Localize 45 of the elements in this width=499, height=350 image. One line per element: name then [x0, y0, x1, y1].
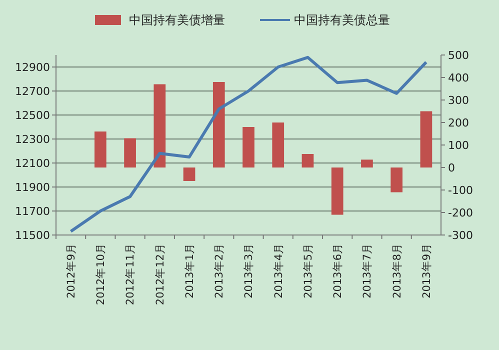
bar: [361, 160, 373, 168]
y-tick-label: 11500: [15, 228, 50, 242]
y-tick-label: 11900: [15, 180, 50, 194]
legend-label: 中国持有美债总量: [294, 13, 390, 28]
bar: [154, 84, 166, 168]
y-tick-label: 12300: [15, 132, 50, 146]
bar: [183, 168, 196, 181]
x-tick-label: 2012年10月: [95, 243, 108, 306]
bar: [242, 127, 254, 168]
bar: [331, 168, 344, 215]
y-tick-label: 12700: [15, 84, 50, 98]
y2-tick-label: 400: [448, 71, 469, 84]
line-series: [69, 56, 428, 233]
bar: [212, 82, 225, 168]
bar: [302, 154, 314, 168]
x-tick-label: 2013年2月: [214, 243, 226, 298]
bar: [124, 138, 136, 168]
bar: [420, 111, 432, 168]
x-tick-label: 2012年12月: [154, 243, 166, 306]
x-tick-label: 2013年1月: [184, 243, 196, 298]
x-tick-label: 2013年5月: [302, 243, 314, 298]
x-tick-label: 2013年4月: [272, 243, 285, 298]
y2-tick-label: -300: [448, 228, 473, 242]
x-tick-label: 2013年3月: [243, 243, 256, 298]
bar: [94, 132, 106, 168]
y-tick-label: 12900: [15, 60, 50, 74]
y2-tick-label: 300: [448, 94, 469, 107]
x-tick-label: 2012年9月: [65, 243, 78, 298]
x-tick-label: 2013年6月: [332, 243, 344, 298]
y2-tick-label: -200: [448, 206, 473, 220]
y-tick-label: 11700: [15, 204, 50, 218]
y2-tick-label: 200: [448, 116, 469, 130]
x-tick-label: 2013年8月: [391, 243, 404, 298]
legend-label: 中国持有美债增量: [129, 13, 225, 28]
x-tick-label: 2012年11月: [124, 243, 137, 306]
y-tick-label: 12500: [15, 108, 50, 122]
x-tick-label: 2013年9月: [420, 243, 433, 298]
y2-tick-label: 500: [448, 48, 469, 62]
y2-tick-label: 100: [448, 138, 469, 152]
y2-tick-label: -100: [448, 184, 473, 197]
bar: [390, 168, 402, 192]
y2-tick-label: 0: [448, 161, 455, 174]
bar: [272, 122, 284, 168]
x-tick-label: 2013年7月: [362, 243, 374, 298]
y-tick-label: 12100: [15, 156, 50, 170]
